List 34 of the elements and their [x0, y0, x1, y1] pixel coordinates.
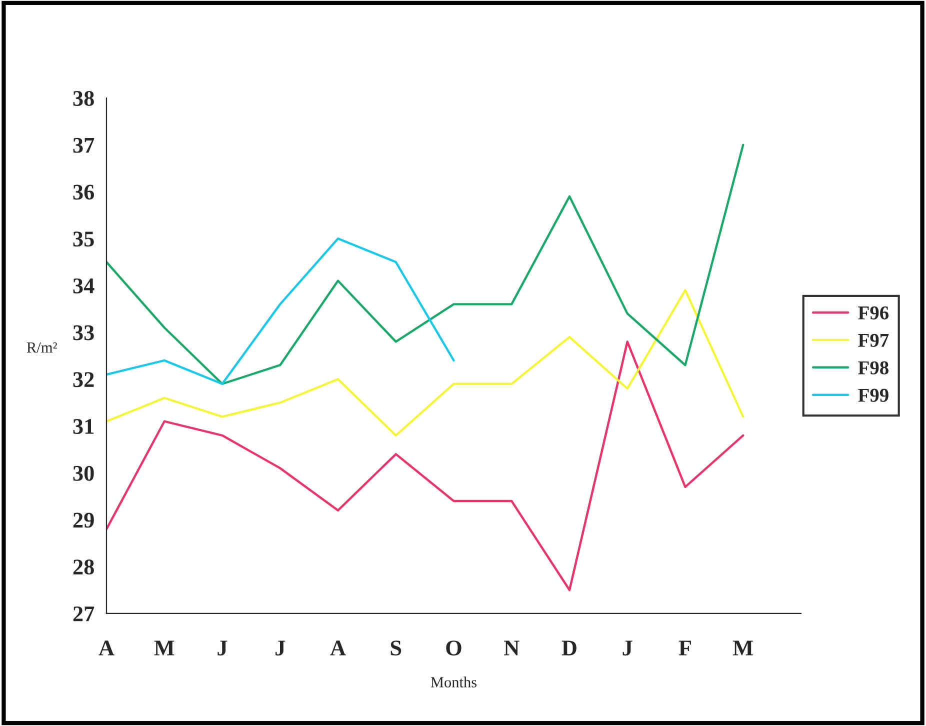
y-tick-label: 37 — [73, 138, 94, 153]
y-tick-label: 38 — [73, 90, 94, 106]
y-tick-label: 34 — [73, 278, 94, 294]
line-series — [106, 237, 455, 385]
x-tick-label: J — [218, 640, 228, 656]
x-tick-label: A — [98, 640, 114, 656]
x-tick-label: S — [390, 640, 402, 656]
legend-label: F97 — [858, 334, 889, 347]
x-tick-label: M — [733, 640, 753, 656]
legend-label: F99 — [858, 388, 888, 402]
legend-label: F98 — [858, 361, 888, 374]
y-tick-label: 33 — [73, 325, 94, 340]
x-axis-title: Months — [430, 676, 477, 688]
x-tick-label: N — [504, 640, 520, 656]
y-tick-label: 36 — [73, 184, 94, 200]
x-tick-label: O — [446, 640, 462, 656]
y-tick-label: 27 — [73, 606, 94, 622]
y-tick-label: 28 — [73, 560, 94, 575]
y-tick-label: 35 — [73, 232, 94, 247]
y-tick-label: 29 — [73, 512, 94, 528]
x-tick-label: M — [154, 640, 174, 656]
x-tick-label: A — [330, 640, 346, 656]
x-tick-label: J — [276, 640, 286, 656]
legend-label: F96 — [858, 306, 889, 320]
x-tick-label: D — [562, 640, 576, 656]
x-tick-label: J — [622, 640, 632, 656]
line-series — [106, 289, 744, 437]
line-series — [106, 144, 744, 385]
x-tick-label: F — [678, 640, 691, 656]
y-axis-title: R/m² — [26, 342, 58, 353]
y-tick-label: 30 — [73, 466, 94, 481]
line-series — [106, 340, 744, 592]
y-tick-label: 32 — [73, 372, 94, 388]
y-tick-label: 31 — [73, 419, 94, 434]
